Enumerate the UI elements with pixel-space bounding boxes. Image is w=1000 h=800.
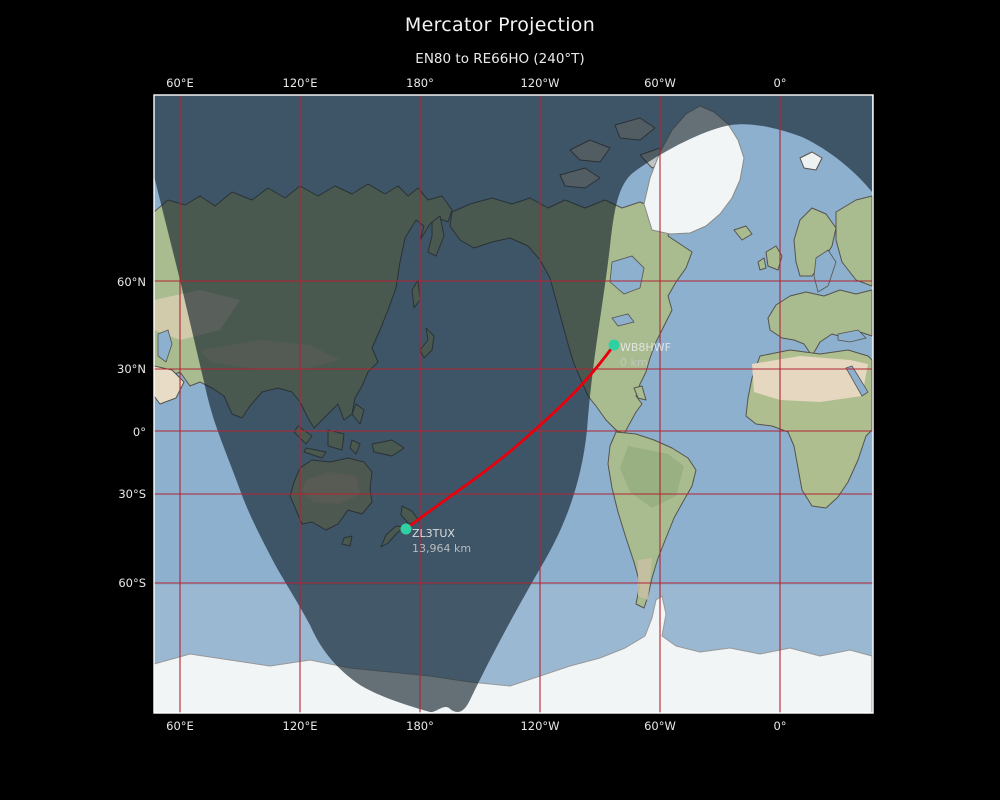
great-circle-path xyxy=(404,343,616,531)
x-tick-bottom-120E: 120°E xyxy=(283,719,318,733)
map-border xyxy=(153,94,874,714)
x-axis-bottom-ticks: 60°E 120°E 180° 120°W 60°W 0° xyxy=(166,719,786,733)
patagonia-tint xyxy=(638,558,652,600)
station-distance-zl3tux: 13,964 km xyxy=(412,542,471,555)
sahara-tint xyxy=(752,356,868,402)
caspian-sea xyxy=(157,329,173,363)
landmass-florida xyxy=(633,385,647,401)
x-tick-bottom-60E: 60°E xyxy=(166,719,194,733)
y-tick-0: 0° xyxy=(133,425,146,439)
y-tick-30N: 30°N xyxy=(117,362,146,376)
y-tick-30S: 30°S xyxy=(118,487,146,501)
landmass-ireland xyxy=(757,257,767,271)
map-area: WB8HWF 0 km ZL3TUX 13,964 km xyxy=(154,95,873,713)
black-sea xyxy=(837,329,867,343)
figure-title: Mercator Projection xyxy=(404,14,596,36)
x-tick-top-60W: 60°W xyxy=(644,76,676,90)
red-sea xyxy=(845,365,869,397)
x-tick-bottom-0: 0° xyxy=(773,719,786,733)
night-terminator-overlay xyxy=(154,95,872,713)
x-tick-top-0: 0° xyxy=(773,76,786,90)
figure-subtitle: EN80 to RE66HO (240°T) xyxy=(415,51,585,67)
x-axis-top-ticks: 60°E 120°E 180° 120°W 60°W 0° xyxy=(166,76,786,90)
x-tick-bottom-60W: 60°W xyxy=(644,719,676,733)
station-callsign-zl3tux: ZL3TUX xyxy=(412,527,455,540)
x-tick-bottom-180: 180° xyxy=(406,719,434,733)
hudson-bay xyxy=(609,255,645,295)
station-callsign-wb8hwf: WB8HWF xyxy=(620,341,671,354)
landmass-svalbard xyxy=(799,151,823,171)
x-tick-top-120E: 120°E xyxy=(283,76,318,90)
y-tick-60N: 60°N xyxy=(117,275,146,289)
y-axis-ticks: 60°N 30°N 0° 30°S 60°S xyxy=(117,275,146,590)
y-tick-60S: 60°S xyxy=(118,576,146,590)
landmass-finland-russia xyxy=(835,195,873,287)
station-marker-zl3tux xyxy=(400,523,412,535)
great-lakes xyxy=(611,313,635,327)
stations-layer: WB8HWF 0 km ZL3TUX 13,964 km xyxy=(400,339,671,555)
x-tick-top-180: 180° xyxy=(406,76,434,90)
x-tick-top-120W: 120°W xyxy=(520,76,559,90)
landmass-arabia xyxy=(154,365,185,405)
station-distance-wb8hwf: 0 km xyxy=(620,356,648,369)
amazon-tint xyxy=(620,446,684,508)
x-tick-bottom-120W: 120°W xyxy=(520,719,559,733)
x-tick-top-60E: 60°E xyxy=(166,76,194,90)
landmass-iceland xyxy=(733,225,753,241)
station-marker-wb8hwf xyxy=(608,339,620,351)
graticule-layer xyxy=(154,95,873,713)
